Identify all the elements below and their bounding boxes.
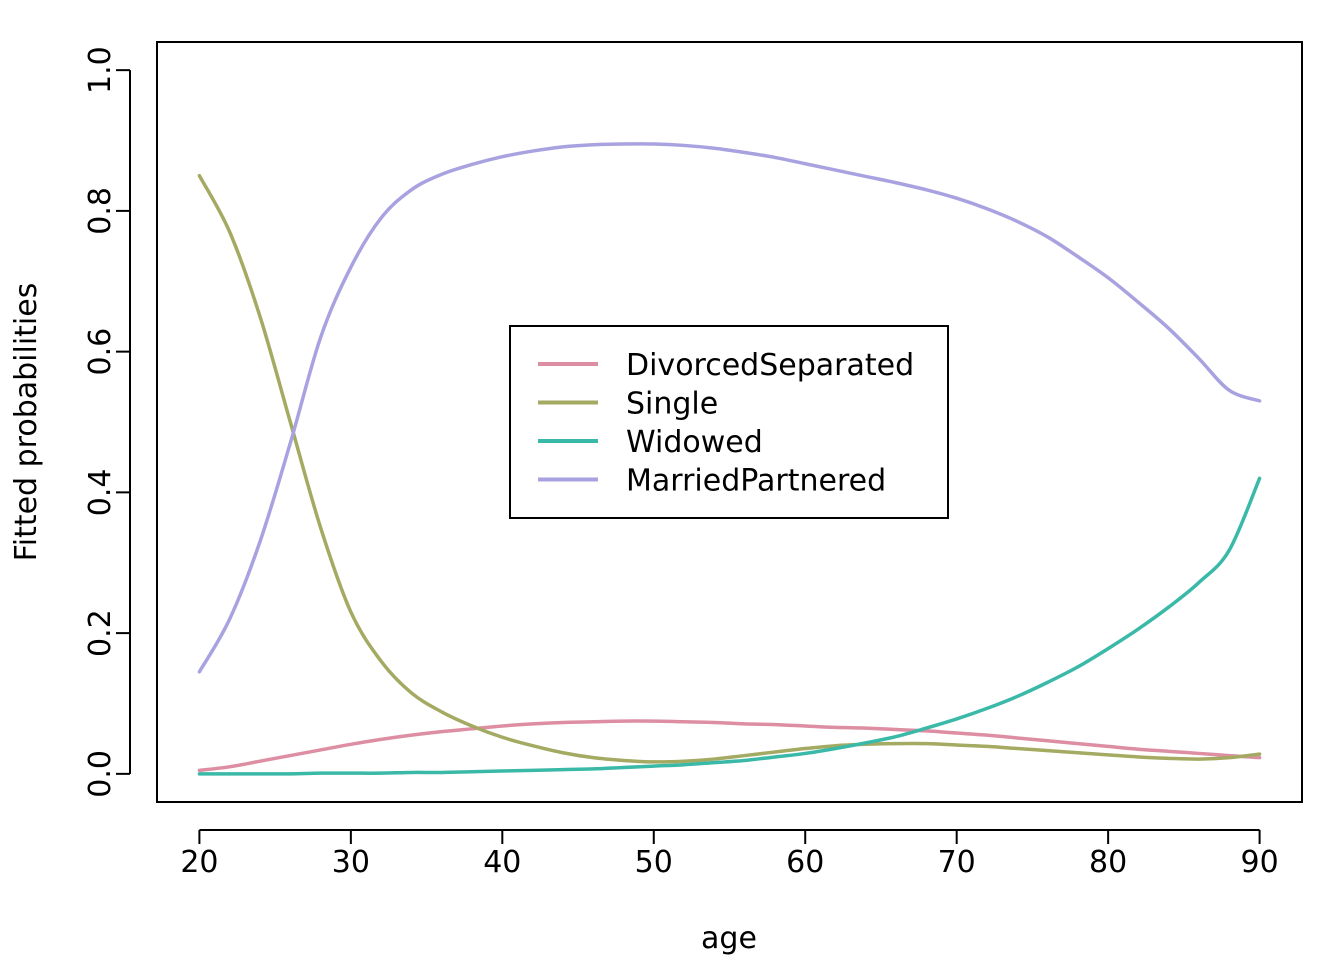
x-axis-title: age	[701, 921, 757, 956]
x-tick-label: 60	[786, 845, 824, 880]
y-tick-label: 0.2	[83, 609, 118, 657]
legend-label: MarriedPartnered	[626, 464, 886, 499]
y-tick-label: 0.4	[83, 469, 118, 517]
legend-label: Widowed	[626, 425, 763, 460]
x-tick-label: 70	[938, 845, 976, 880]
x-tick-label: 50	[635, 845, 673, 880]
y-axis: 0.0 0.2 0.4 0.6 0.8 1.0	[83, 46, 131, 798]
series-line-single	[197, 173, 1262, 764]
y-tick-label: 0.6	[83, 328, 118, 376]
y-axis-title: Fitted probabilities	[9, 283, 44, 562]
y-tick-label: 0.8	[83, 187, 118, 235]
y-tick-label: 0.0	[83, 750, 118, 798]
plot-frame	[156, 41, 1303, 803]
series-line-divorcedseparated	[197, 719, 1262, 773]
legend-label: DivorcedSeparated	[626, 348, 914, 383]
x-tick-label: 20	[180, 845, 218, 880]
legend-box	[509, 325, 949, 519]
series-line-widowed	[197, 476, 1262, 776]
x-tick-label: 90	[1240, 845, 1278, 880]
x-tick-label: 30	[332, 845, 370, 880]
series-layer	[197, 142, 1262, 776]
legend-label: Single	[626, 387, 718, 422]
x-axis: 20 30 40 50 60 70 80 90	[180, 829, 1279, 880]
y-tick-label: 1.0	[83, 46, 118, 94]
series-line-marriedpartnered	[197, 142, 1262, 674]
x-tick-label: 40	[483, 845, 521, 880]
x-tick-label: 80	[1089, 845, 1127, 880]
